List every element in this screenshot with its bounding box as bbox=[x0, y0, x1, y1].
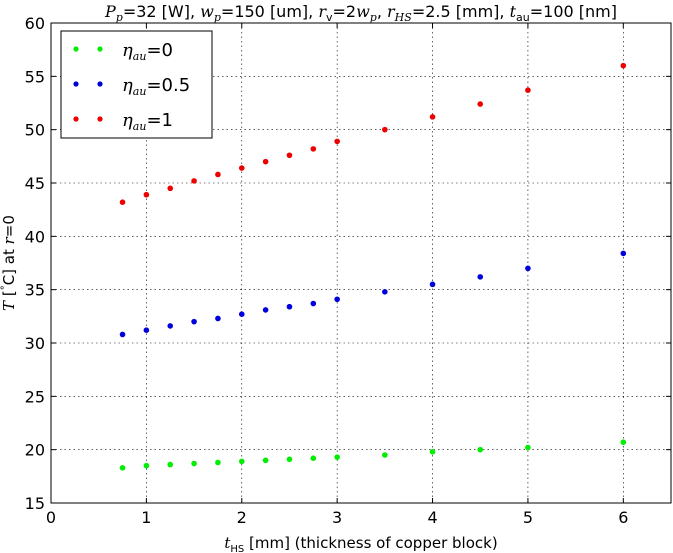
legend-label: ηau=0.5 bbox=[122, 75, 190, 98]
legend-marker bbox=[73, 81, 79, 87]
data-point bbox=[286, 152, 293, 159]
data-point bbox=[143, 327, 150, 334]
legend-entry: ηau=1 bbox=[73, 110, 173, 133]
data-point bbox=[310, 300, 317, 307]
data-point bbox=[143, 191, 150, 198]
y-tick-label: 50 bbox=[25, 121, 45, 140]
y-tick-label: 60 bbox=[25, 14, 45, 33]
y-tick-label: 40 bbox=[25, 227, 45, 246]
data-point bbox=[620, 439, 627, 446]
series-0 bbox=[119, 439, 627, 471]
x-tick-labels: 0 1 2 3 4 5 6 bbox=[46, 508, 628, 527]
data-point bbox=[525, 444, 531, 451]
data-point bbox=[382, 289, 388, 295]
data-point bbox=[191, 178, 197, 184]
data-point bbox=[167, 185, 174, 192]
data-point bbox=[238, 458, 245, 465]
data-point bbox=[477, 446, 484, 453]
data-point bbox=[525, 265, 531, 272]
data-point bbox=[477, 101, 484, 107]
data-point bbox=[334, 138, 340, 145]
data-point bbox=[477, 274, 484, 280]
legend-box bbox=[60, 30, 213, 139]
legend-marker bbox=[97, 116, 103, 122]
data-point bbox=[382, 452, 388, 458]
y-tick-label: 55 bbox=[25, 67, 45, 86]
data-point bbox=[620, 62, 627, 69]
y-tick-label: 45 bbox=[25, 174, 45, 193]
data-point bbox=[429, 114, 436, 120]
x-tick-label: 1 bbox=[141, 508, 151, 527]
data-point bbox=[310, 146, 317, 152]
data-point bbox=[286, 303, 293, 310]
data-point bbox=[525, 87, 531, 93]
data-point bbox=[167, 323, 174, 329]
data-point bbox=[215, 171, 221, 178]
x-tick-label: 4 bbox=[427, 508, 437, 527]
chart-title: Pp=32 [W], wp=150 [um], rv=2wp, rHS=2.5 … bbox=[104, 2, 617, 24]
data-point bbox=[191, 460, 197, 467]
legend-label: ηau=1 bbox=[122, 110, 173, 133]
data-point bbox=[262, 457, 269, 464]
x-tick-label: 2 bbox=[237, 508, 247, 527]
y-tick-label: 20 bbox=[25, 441, 45, 460]
data-point bbox=[334, 454, 340, 460]
legend-marker bbox=[97, 81, 103, 87]
plot-frame bbox=[50, 22, 672, 504]
data-point bbox=[119, 199, 126, 205]
data-point bbox=[238, 311, 245, 318]
grid bbox=[51, 23, 671, 503]
legend-marker bbox=[73, 116, 79, 122]
series-2 bbox=[119, 62, 627, 205]
data-point bbox=[286, 456, 293, 463]
data-point bbox=[334, 296, 340, 303]
data-point bbox=[191, 318, 197, 325]
data-point bbox=[119, 465, 126, 471]
data-point bbox=[262, 158, 269, 165]
data-point bbox=[262, 307, 269, 313]
x-tick-label: 0 bbox=[46, 508, 56, 527]
legend-marker bbox=[73, 46, 79, 52]
data-point bbox=[143, 462, 150, 469]
data-point bbox=[620, 250, 627, 257]
data-point bbox=[310, 455, 317, 462]
legend-marker bbox=[97, 46, 103, 52]
data-point bbox=[429, 449, 436, 455]
x-tick-label: 3 bbox=[332, 508, 342, 527]
x-tick-label: 6 bbox=[618, 508, 628, 527]
data-point bbox=[215, 459, 221, 466]
data-point bbox=[167, 461, 174, 468]
data-point bbox=[119, 331, 126, 338]
x-tick-label: 5 bbox=[523, 508, 533, 527]
data-points bbox=[119, 62, 627, 471]
data-point bbox=[238, 165, 245, 171]
data-point bbox=[215, 315, 221, 322]
y-tick-label: 30 bbox=[25, 334, 45, 353]
y-tick-label: 15 bbox=[25, 494, 45, 513]
y-tick-labels: 15 20 25 30 35 40 45 50 55 60 bbox=[25, 14, 45, 513]
series-1 bbox=[119, 250, 627, 338]
data-point bbox=[429, 281, 436, 288]
y-tick-label: 25 bbox=[25, 387, 45, 406]
data-point bbox=[382, 126, 388, 133]
legend: ηau=0 ηau=0.5 ηau=1 bbox=[60, 30, 213, 139]
legend-label: ηau=0 bbox=[122, 40, 173, 63]
x-axis-title: tHS [mm] (thickness of copper block) bbox=[224, 534, 497, 553]
legend-entry: ηau=0 bbox=[73, 40, 173, 63]
y-tick-label: 35 bbox=[25, 281, 45, 300]
legend-entry: ηau=0.5 bbox=[73, 75, 190, 98]
y-axis-title: T [°C] at r=0 bbox=[0, 215, 18, 311]
